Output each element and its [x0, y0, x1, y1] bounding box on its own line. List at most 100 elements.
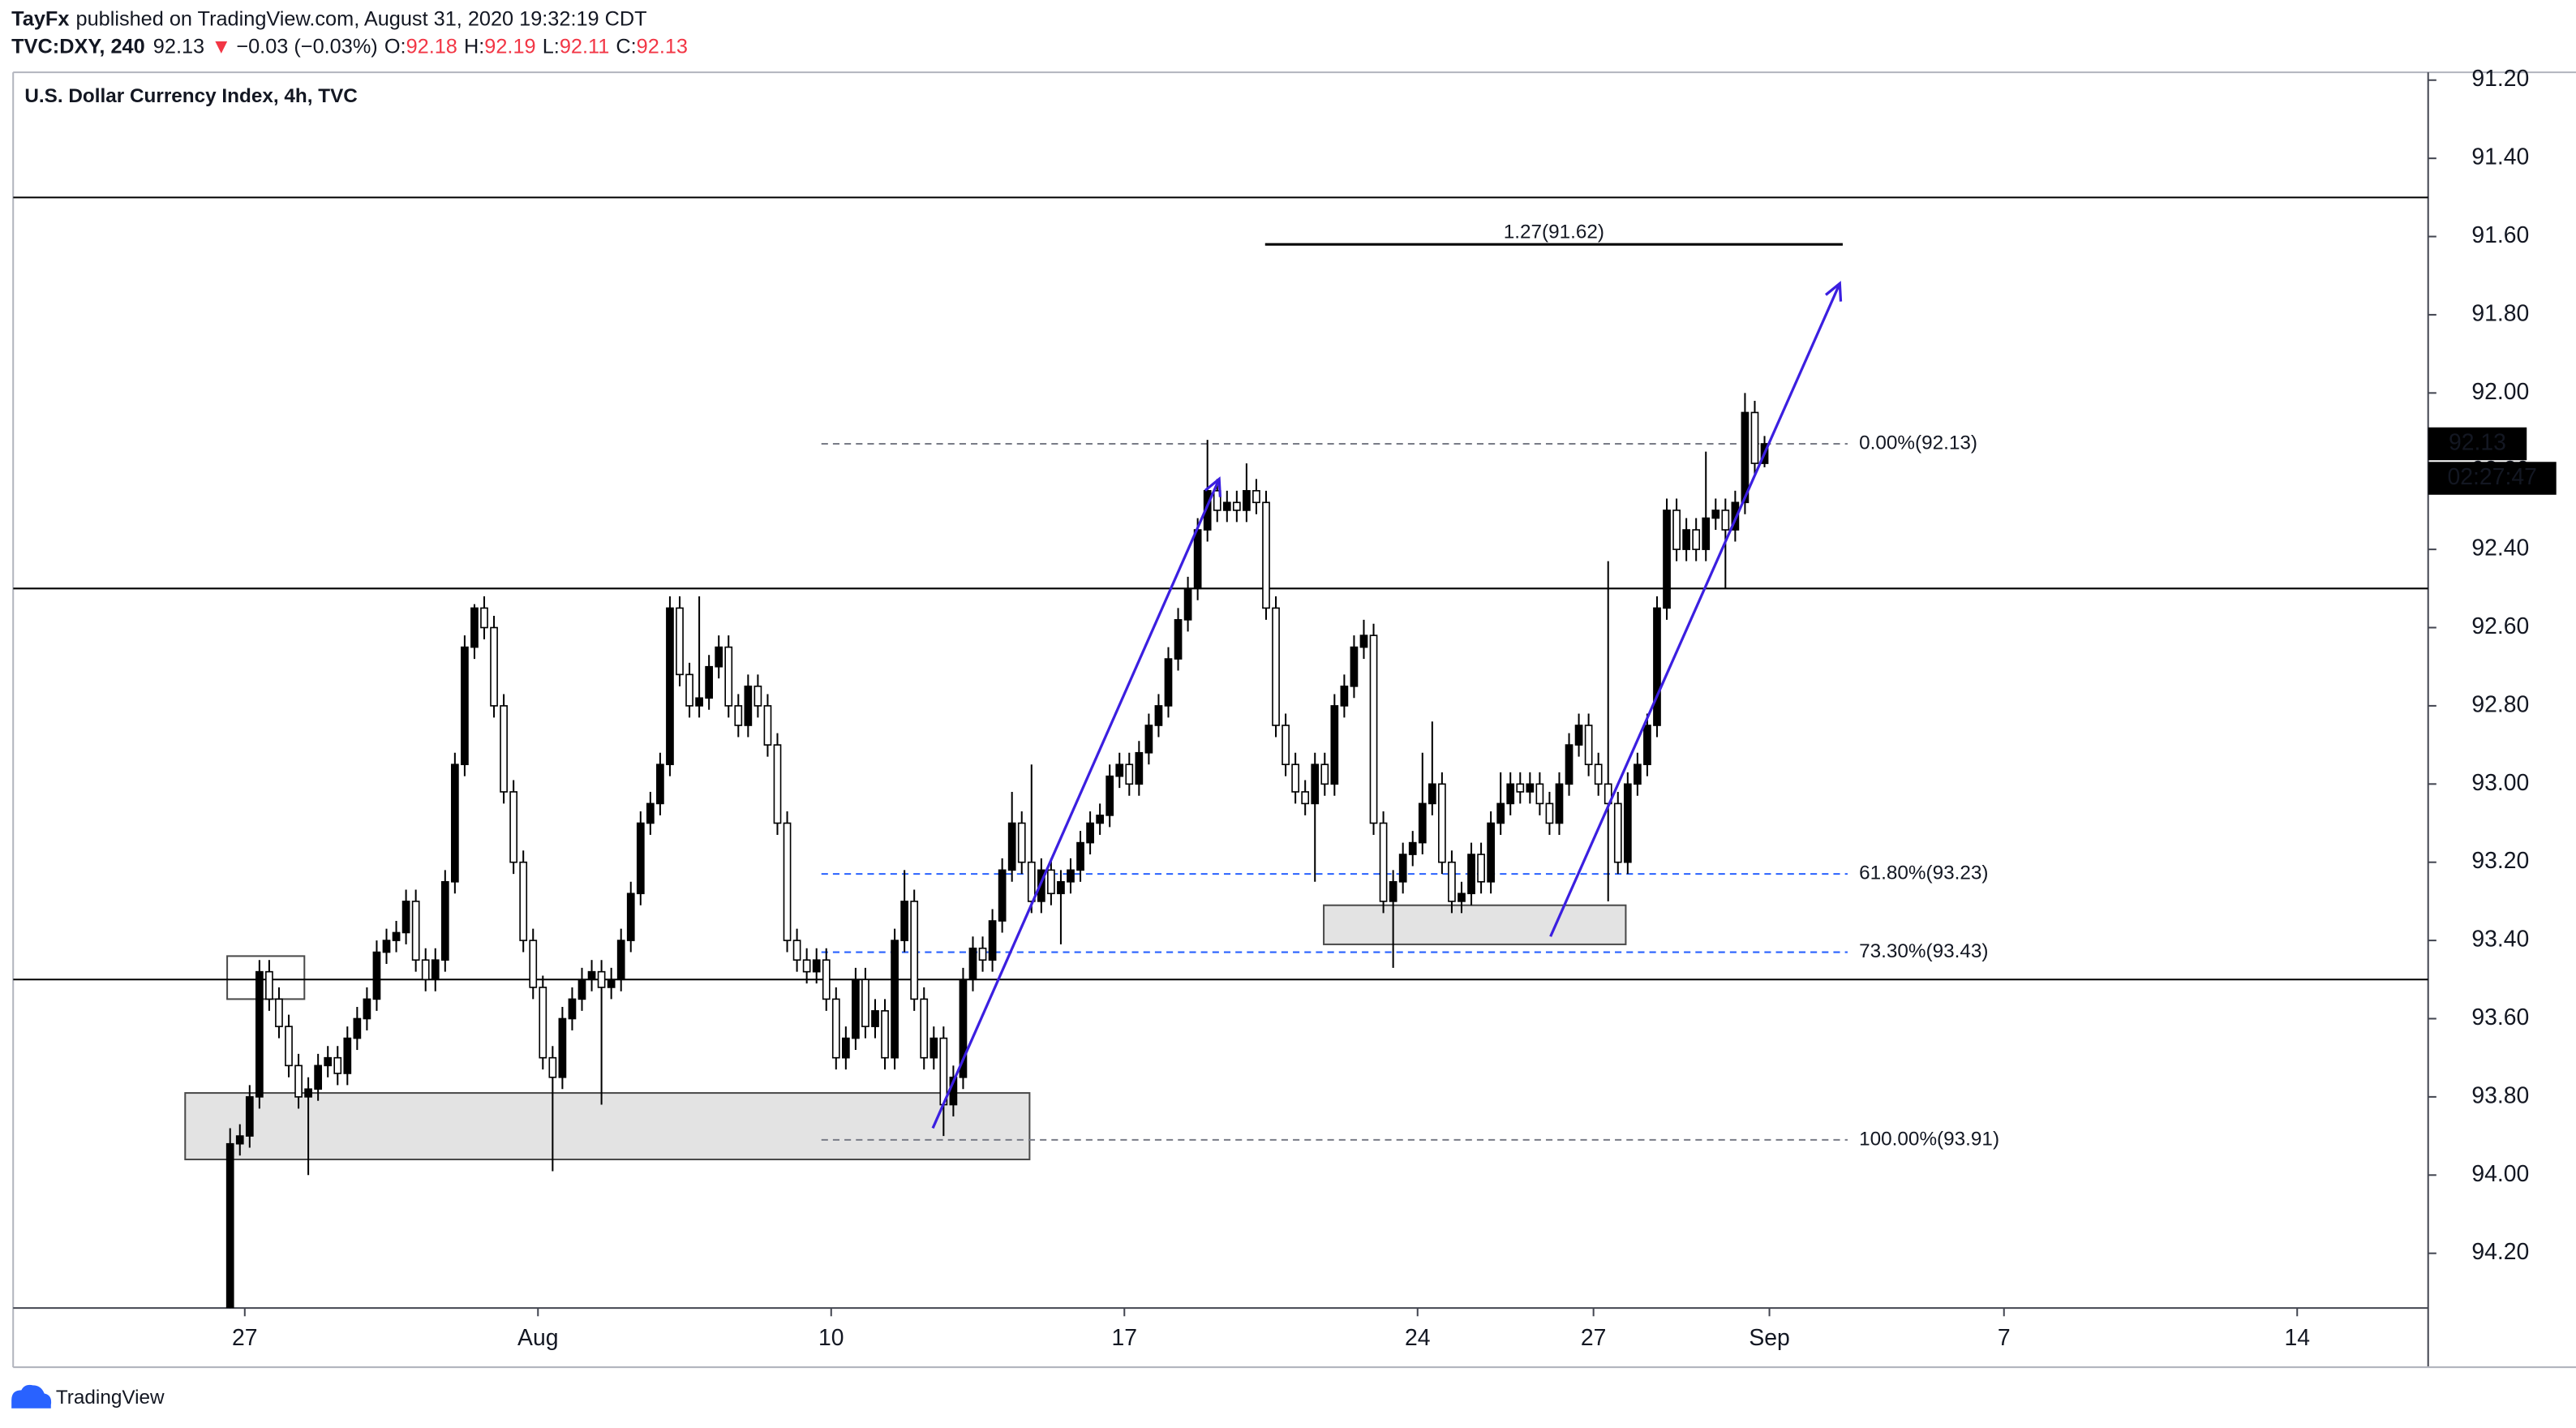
x-tick-label: Sep [1749, 1325, 1789, 1351]
candle-body [343, 1037, 352, 1074]
candle-body [1672, 510, 1681, 550]
candle-body [1545, 802, 1554, 824]
x-tick-label: 27 [232, 1325, 258, 1351]
logo-icon [11, 1384, 52, 1409]
candle-body [1340, 686, 1349, 707]
y-tick-label: 91.40 [2471, 144, 2529, 170]
candle-body [1741, 411, 1750, 504]
candle-body [1007, 822, 1016, 871]
y-tick-label: 93.40 [2471, 927, 2529, 953]
brand: TradingView [56, 1387, 165, 1409]
zones-layer [184, 904, 1627, 1161]
candle-body [1711, 510, 1720, 519]
candle-body [1574, 725, 1583, 746]
x-tick-label: Aug [517, 1325, 558, 1351]
last-price: 92.13 [153, 35, 204, 58]
candle-body [1213, 490, 1221, 511]
candle-body [529, 940, 538, 988]
arrow-head [1824, 281, 1843, 302]
candle-body [841, 1037, 850, 1059]
change: −0.03 (−0.03%) [236, 35, 377, 58]
y-tick-label: 93.00 [2471, 770, 2529, 796]
candle-body [616, 940, 625, 981]
candle-body [314, 1065, 323, 1090]
candle-body [411, 901, 420, 961]
candle-body [304, 1088, 312, 1098]
axes-layer: 91.2091.4091.6091.8092.0092.2092.4092.60… [232, 66, 2557, 1351]
author: TayFx [11, 7, 69, 30]
candle-body [1750, 411, 1759, 464]
candle-body [988, 920, 997, 961]
candle-body [871, 1010, 879, 1027]
candle-body [1106, 775, 1114, 816]
candle-body [1330, 705, 1339, 785]
candle-body [1086, 822, 1094, 844]
candle-body [1252, 490, 1260, 504]
candle-body [285, 1026, 293, 1067]
candle-body [1663, 510, 1671, 609]
price-tag-label: 92.13 [2449, 429, 2506, 455]
candle-body [1408, 841, 1417, 855]
candle-body [1526, 783, 1535, 793]
candle-body [607, 979, 616, 988]
extension-label: 1.27(91.62) [1504, 221, 1604, 243]
candle-body [1359, 634, 1368, 648]
candle-body [1438, 783, 1446, 863]
x-tick-label: 14 [2284, 1325, 2310, 1351]
countdown-tag [2428, 462, 2557, 495]
header-line-1: TayFx published on TradingView.com, Augus… [11, 7, 646, 30]
candle-body [900, 901, 909, 941]
candle-body [1301, 791, 1310, 805]
candle-body [910, 901, 919, 1000]
y-tick-label: 91.60 [2471, 222, 2529, 248]
candle-body [480, 607, 488, 629]
price-tag [2428, 427, 2527, 461]
candle-body [715, 646, 723, 668]
candle-body [1506, 783, 1515, 805]
candle-body [1027, 861, 1036, 902]
candle-body [1154, 705, 1163, 726]
y-tick-label: 93.20 [2471, 848, 2529, 874]
high-value: 92.19 [484, 35, 535, 58]
y-tick-label: 92.60 [2471, 613, 2529, 639]
candle-body [324, 1056, 333, 1067]
candle-body [568, 998, 577, 1020]
change-arrow: ▼ [211, 35, 231, 58]
candle-body [1369, 634, 1378, 824]
candle-body [861, 979, 869, 1027]
candle-body [1594, 763, 1603, 785]
candle-body [1613, 802, 1622, 863]
candle-body [1096, 815, 1105, 824]
candle-body [353, 1017, 362, 1039]
low-value: 92.11 [560, 35, 609, 58]
candle-body [636, 822, 645, 895]
open-label: O: [384, 35, 406, 58]
candle-body [577, 979, 586, 1000]
candle-body [1496, 802, 1505, 824]
close-value: 92.13 [637, 35, 688, 58]
candle-body [1232, 501, 1241, 511]
x-tick-label: 27 [1581, 1325, 1607, 1351]
candle-body [1458, 892, 1466, 902]
candle-body [1418, 802, 1427, 844]
candle-body [1135, 751, 1144, 785]
chart-title: U.S. Dollar Currency Index, 4h, TVC [24, 85, 357, 107]
candle-body [1565, 744, 1574, 785]
arrow-head [1204, 476, 1222, 497]
candle-body [1164, 658, 1173, 707]
candle-body [245, 1096, 254, 1137]
candle-body [401, 901, 410, 934]
candle-body [500, 705, 508, 793]
candle-body [490, 626, 498, 707]
candle-body [539, 987, 547, 1059]
candle-body [812, 959, 821, 973]
candle-body [773, 744, 782, 824]
candle-body [792, 940, 801, 961]
candle-body [1721, 510, 1730, 531]
candle-body [1516, 783, 1525, 793]
candle-body [676, 607, 684, 676]
candle-body [1115, 763, 1124, 777]
countdown-label: 02:27:47 [2448, 464, 2537, 490]
